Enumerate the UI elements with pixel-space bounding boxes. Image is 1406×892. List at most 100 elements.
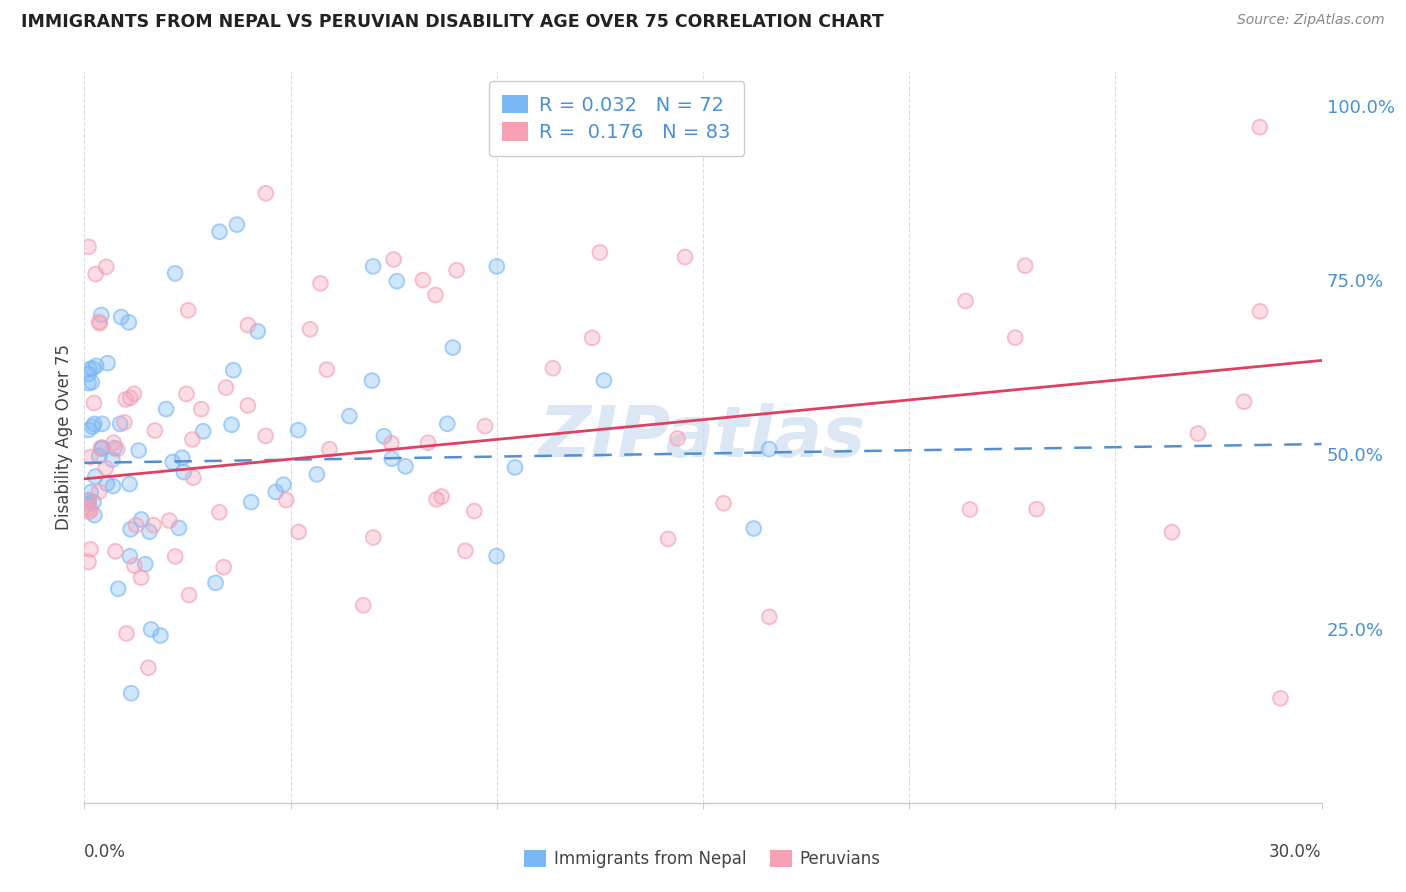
Point bbox=[305, 467, 328, 482]
Point bbox=[436, 417, 458, 431]
Point bbox=[103, 441, 125, 455]
Point bbox=[84, 469, 107, 483]
Point bbox=[287, 524, 309, 539]
Point bbox=[454, 543, 477, 558]
Point bbox=[1249, 304, 1271, 318]
Point bbox=[955, 293, 977, 308]
Point bbox=[79, 505, 101, 519]
Point bbox=[79, 362, 101, 376]
Point bbox=[273, 477, 295, 491]
Point bbox=[361, 531, 384, 545]
Point bbox=[167, 521, 190, 535]
Point bbox=[666, 432, 689, 446]
Point bbox=[382, 252, 405, 267]
Point bbox=[165, 549, 187, 564]
Point bbox=[191, 425, 214, 439]
Point bbox=[90, 441, 112, 455]
Point bbox=[361, 374, 384, 388]
Point bbox=[236, 399, 259, 413]
Point bbox=[103, 435, 125, 450]
Point bbox=[742, 521, 765, 535]
Point bbox=[77, 497, 100, 511]
Point bbox=[657, 532, 679, 546]
Point bbox=[412, 273, 434, 287]
Point bbox=[77, 555, 100, 569]
Point bbox=[394, 459, 416, 474]
Point bbox=[128, 443, 150, 458]
Point bbox=[352, 599, 374, 613]
Point bbox=[134, 557, 156, 571]
Point bbox=[101, 479, 124, 493]
Point bbox=[454, 543, 477, 558]
Point bbox=[77, 494, 100, 508]
Point bbox=[83, 396, 105, 410]
Point bbox=[673, 250, 696, 264]
Point bbox=[264, 484, 287, 499]
Point bbox=[758, 442, 780, 456]
Point bbox=[309, 277, 332, 291]
Point bbox=[666, 432, 689, 446]
Point bbox=[181, 433, 204, 447]
Point bbox=[581, 331, 603, 345]
Point bbox=[77, 423, 100, 437]
Point bbox=[129, 571, 152, 585]
Point bbox=[381, 451, 404, 466]
Point bbox=[82, 361, 104, 376]
Point bbox=[77, 493, 100, 508]
Point bbox=[176, 387, 198, 401]
Point bbox=[204, 575, 226, 590]
Point bbox=[155, 402, 177, 417]
Point bbox=[89, 449, 111, 463]
Point bbox=[143, 424, 166, 438]
Point bbox=[385, 274, 408, 288]
Point bbox=[240, 495, 263, 509]
Point bbox=[208, 225, 231, 239]
Point bbox=[485, 260, 508, 274]
Point bbox=[416, 435, 439, 450]
Point bbox=[215, 380, 238, 394]
Point bbox=[79, 542, 101, 557]
Point bbox=[1249, 304, 1271, 318]
Point bbox=[84, 469, 107, 483]
Point bbox=[83, 495, 105, 509]
Point bbox=[264, 484, 287, 499]
Point bbox=[441, 341, 464, 355]
Point bbox=[959, 502, 981, 516]
Point bbox=[276, 493, 298, 508]
Point bbox=[713, 496, 735, 510]
Point bbox=[79, 450, 101, 464]
Point bbox=[143, 424, 166, 438]
Point bbox=[299, 322, 322, 336]
Point bbox=[96, 476, 118, 491]
Point bbox=[1161, 525, 1184, 540]
Point bbox=[138, 524, 160, 539]
Point bbox=[112, 415, 135, 429]
Point bbox=[226, 218, 249, 232]
Point bbox=[742, 521, 765, 535]
Point bbox=[361, 260, 384, 274]
Point bbox=[149, 628, 172, 642]
Point bbox=[1249, 120, 1271, 134]
Point bbox=[177, 303, 200, 318]
Point bbox=[91, 417, 114, 431]
Point bbox=[212, 560, 235, 574]
Point bbox=[124, 558, 146, 573]
Point bbox=[110, 310, 132, 324]
Point bbox=[162, 455, 184, 469]
Point bbox=[190, 402, 212, 417]
Point bbox=[425, 288, 447, 302]
Point bbox=[382, 252, 405, 267]
Point bbox=[125, 518, 148, 533]
Point bbox=[381, 451, 404, 466]
Point bbox=[91, 417, 114, 431]
Point bbox=[83, 417, 105, 431]
Point bbox=[430, 490, 453, 504]
Point bbox=[120, 522, 142, 536]
Point bbox=[215, 380, 238, 394]
Point bbox=[120, 391, 142, 405]
Point bbox=[104, 544, 127, 558]
Point bbox=[1161, 525, 1184, 540]
Point bbox=[125, 518, 148, 533]
Point bbox=[657, 532, 679, 546]
Text: ZIPatlas: ZIPatlas bbox=[540, 402, 866, 472]
